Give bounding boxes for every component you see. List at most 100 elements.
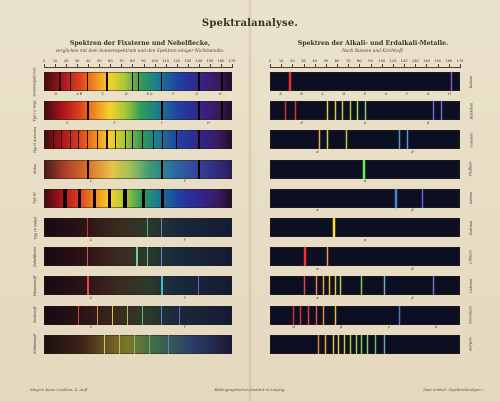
scale-tick [232, 64, 233, 68]
right-wavelength-scale: 0 10 20 30 40 50 60 70 80 90 100 110 120 130 140 150 160… [269, 59, 463, 69]
scale-number: 60 [334, 59, 340, 63]
spectral-line [289, 72, 291, 91]
line-letter: b [384, 91, 388, 96]
spectral-line [70, 130, 72, 150]
spectral-line [160, 188, 164, 208]
spectral-line [87, 276, 90, 296]
spectrum-strip-tl [270, 159, 460, 179]
scale-tick [426, 64, 428, 68]
spectrum-label-text: Typ I a Vega [33, 100, 37, 122]
spectrum-label: Natrium [464, 218, 478, 237]
spectrum-strip-sr [270, 305, 460, 325]
spectral-line [334, 101, 336, 121]
spectral-line [304, 276, 306, 296]
spectral-line [160, 218, 162, 237]
spectrum-label: Sonnenspektrum [28, 67, 42, 96]
spectrum-strip-cs [270, 130, 460, 150]
spectral-line [327, 247, 328, 267]
scale-tick [404, 64, 406, 68]
line-letter: α [363, 237, 367, 242]
scale-number: 20 [290, 59, 295, 63]
spectrum-label: Kalium [464, 72, 478, 91]
spectral-line [96, 305, 98, 325]
line-letter: C [89, 179, 93, 184]
spectral-line [395, 188, 398, 208]
line-letter: H [448, 91, 451, 96]
spectrum-label: Rubidium [464, 101, 478, 120]
spectral-line [147, 247, 149, 267]
spectral-line [349, 334, 351, 354]
spectral-line [168, 334, 170, 354]
line-letter: G [426, 91, 430, 96]
scale-number: 80 [130, 59, 135, 63]
scale-number: 110 [389, 59, 397, 63]
spectral-line [334, 305, 336, 325]
spectrum-label-text: Wasserstoff [33, 275, 37, 296]
spectrum-label: Typ IV Nebel [28, 216, 42, 239]
line-letter: β [340, 325, 343, 330]
spectrum-strip-na [270, 218, 460, 237]
scale-tick [66, 64, 68, 68]
line-letter: F [183, 179, 187, 184]
spectrum-label: Kohlenstoff [28, 335, 42, 355]
spectral-line [365, 101, 366, 121]
line-letter: α [316, 208, 319, 213]
spectral-line [132, 72, 134, 91]
scale-tick [392, 64, 394, 68]
scale-tick [437, 64, 439, 68]
spectral-line [342, 101, 344, 121]
spectral-line [147, 218, 149, 237]
scale-tick [44, 64, 45, 68]
scale-number: 150 [434, 59, 442, 63]
spectrum-strip-nitrogen [44, 305, 232, 325]
footer-article-ref: Zum Artikel »Spektralanalyse«. [423, 387, 484, 392]
spectral-line [132, 130, 134, 150]
scale-number: 70 [345, 59, 351, 63]
spectrum-strip-hydrogen [44, 276, 232, 296]
spectrum-strip-vega [44, 101, 232, 121]
plate-title: Spektralanalyse. [201, 18, 299, 29]
spectrum-label-text: Sirius [32, 164, 37, 175]
spectral-line [361, 334, 363, 354]
scale-number: 40 [312, 59, 317, 63]
spectral-line [59, 72, 62, 91]
scale-tick [176, 64, 178, 68]
spectral-line [62, 188, 67, 208]
line-letter: G [195, 91, 199, 96]
scale-number: 90 [368, 59, 373, 63]
line-letter: K [300, 120, 303, 125]
spectrum-label-text: Stickstoff [33, 306, 37, 324]
spectral-line [327, 101, 328, 121]
spectral-line [294, 101, 296, 121]
spectral-line [136, 247, 139, 267]
spectral-line [111, 305, 113, 325]
line-letter: α [292, 325, 295, 330]
line-letter: a B [76, 91, 83, 96]
spectral-line [77, 130, 79, 150]
spectral-line [285, 101, 287, 121]
spectrum-label: Nebelflecke [28, 246, 42, 266]
scale-tick [270, 64, 271, 68]
spectral-line [433, 101, 435, 121]
spectral-line [92, 188, 96, 208]
scale-number: 110 [162, 59, 170, 63]
spectrum-label: Thallium [464, 160, 478, 179]
line-letter: H [218, 91, 222, 96]
spectral-line [323, 305, 325, 325]
line-letter: F [172, 91, 175, 96]
spectrum-label: Typ III [28, 189, 42, 208]
fraunhofer-letters: α [270, 179, 460, 185]
spectral-line [106, 72, 109, 91]
line-letter: β [411, 208, 414, 213]
spectral-line [441, 101, 442, 121]
scale-number: 150 [206, 59, 214, 63]
